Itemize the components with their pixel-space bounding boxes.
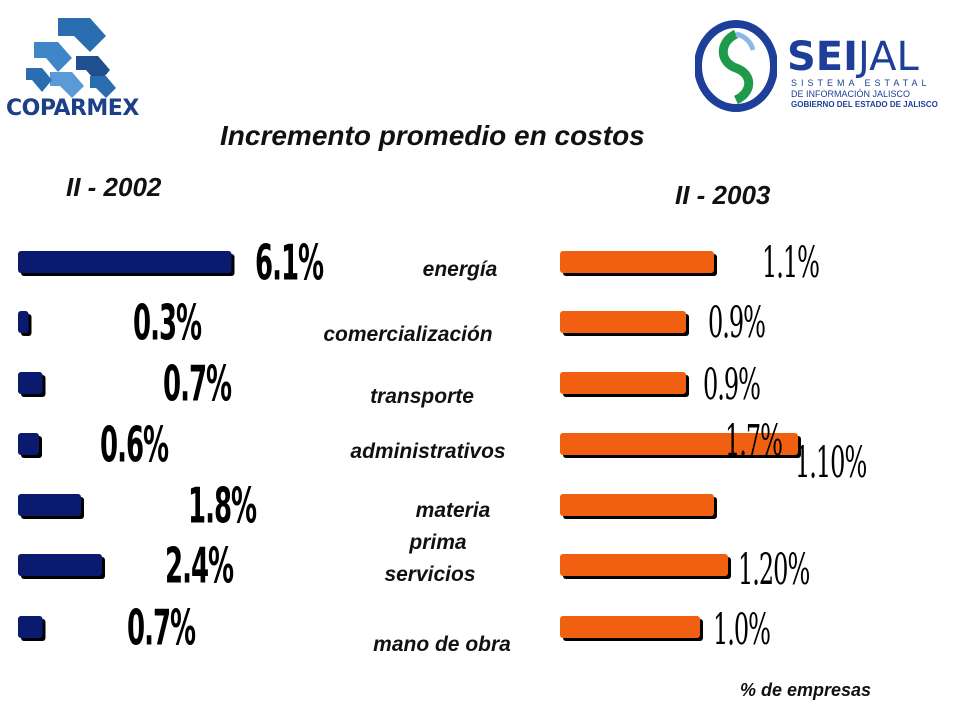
seijal-emblem-icon — [695, 20, 777, 112]
value-label-2003-6: 1.0% — [713, 605, 771, 656]
bar-2002-6 — [18, 616, 43, 638]
value-label-2002-6: 0.7% — [127, 601, 196, 658]
value-label-2002-5: 2.4% — [165, 539, 234, 596]
category-label-6: mano de obra — [322, 629, 562, 661]
category-label-0: energía — [340, 254, 580, 286]
category-label-1: comercialización — [288, 319, 528, 351]
value-label-2002-3: 0.6% — [100, 418, 169, 475]
value-label-2003-0: 1.1% — [762, 238, 820, 289]
chart-title: Incremento promedio en costos — [220, 120, 645, 151]
value-label-2003-1: 0.9% — [708, 298, 766, 349]
category-label-6-line-0: mano de obra — [373, 633, 511, 656]
bar-2002-2 — [18, 372, 43, 394]
category-label-0-line-0: energía — [422, 258, 498, 281]
value-label-2002-2: 0.7% — [163, 357, 232, 414]
coparmex-wordmark: COPARMEX — [6, 96, 139, 121]
seijal-tagline-3: GOBIERNO DEL ESTADO DE JALISCO — [791, 100, 938, 109]
category-label-5: servicios — [310, 559, 550, 591]
bar-2002-3 — [18, 433, 39, 455]
category-label-4-line-0: materia — [415, 499, 491, 522]
category-label-2: transporte — [302, 381, 542, 413]
series-2002-title: II - 2002 — [66, 172, 162, 202]
bar-2003-1 — [560, 311, 686, 333]
value-label-2002-4: 1.8% — [188, 479, 257, 536]
bar-2003-6 — [560, 616, 700, 638]
category-label-5-line-0: servicios — [384, 563, 476, 586]
category-label-2-line-0: transporte — [370, 385, 474, 408]
seijal-wordmark-bold: SEI — [787, 34, 859, 80]
value-label-2003-3: 1.7% — [725, 416, 783, 467]
bar-2003-4 — [560, 494, 714, 516]
category-label-1-line-0: comercialización — [323, 323, 493, 346]
seijal-logo: SEIJAL SISTEMA ESTATAL DE INFORMACIÓN JA… — [695, 20, 950, 112]
value-label-2003-2: 0.9% — [703, 360, 761, 411]
bar-2003-3 — [560, 433, 798, 455]
bar-2003-5 — [560, 554, 728, 576]
bar-2002-1 — [18, 311, 29, 333]
bar-2003-2 — [560, 372, 686, 394]
bar-2002-5 — [18, 554, 102, 576]
value-label-2002-0: 6.1% — [255, 236, 324, 293]
value-label-2003-5: 1.20% — [738, 545, 810, 596]
seijal-tagline-1: SISTEMA ESTATAL — [791, 78, 931, 88]
seijal-tagline-2: DE INFORMACIÓN JALISCO — [791, 89, 911, 99]
series-2003-title: II - 2003 — [675, 180, 771, 210]
category-label-3-line-0: administrativos — [350, 440, 506, 463]
value-label-2002-1: 0.3% — [133, 296, 202, 353]
category-label-4-line-1: prima — [409, 531, 467, 554]
coparmex-emblem-icon — [26, 18, 116, 98]
footnote: % de empresas — [740, 680, 872, 700]
category-label-4: materia prima — [318, 495, 558, 559]
seijal-wordmark-light: JAL — [858, 34, 919, 80]
coparmex-logo: COPARMEX — [6, 12, 139, 122]
bar-2003-0 — [560, 251, 714, 273]
category-label-3: administrativos — [308, 436, 548, 468]
bar-2002-0 — [18, 251, 232, 273]
bar-2002-4 — [18, 494, 81, 516]
value-label-2003-4: 1.10% — [795, 438, 867, 489]
